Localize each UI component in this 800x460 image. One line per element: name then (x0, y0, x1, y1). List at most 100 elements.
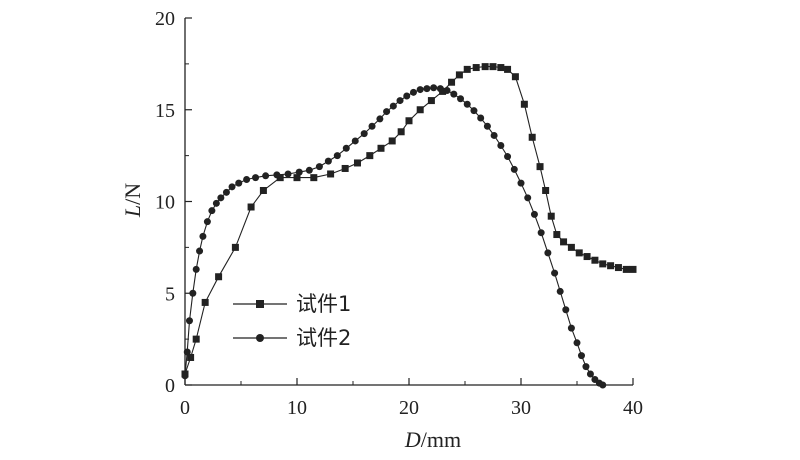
data-point-square (388, 137, 396, 145)
legend-item-series-1: 试件1 (233, 292, 351, 316)
data-point-circle (497, 142, 505, 150)
y-tick-label: 10 (155, 192, 175, 214)
data-point-square (536, 163, 544, 171)
data-point-square (614, 264, 622, 272)
data-point-circle (423, 85, 431, 93)
data-point-square (215, 273, 223, 281)
data-point-circle (305, 166, 313, 174)
data-point-circle (208, 207, 216, 215)
data-point-circle (383, 108, 391, 116)
data-point-circle (477, 114, 485, 122)
legend-item-series-2: 试件2 (233, 326, 351, 350)
data-point-square (416, 106, 424, 114)
data-point-circle (463, 100, 471, 108)
data-point-circle (324, 157, 332, 165)
data-point-square (293, 174, 301, 182)
legend-circle-marker (256, 334, 264, 342)
data-point-circle (530, 210, 538, 218)
data-point-circle (235, 179, 243, 187)
data-point-circle (504, 153, 512, 161)
data-point-square (472, 64, 480, 72)
data-point-circle (284, 170, 292, 178)
data-point-circle (252, 174, 260, 182)
x-axis-var: D (404, 427, 421, 452)
data-point-circle (470, 107, 478, 115)
data-point-square (427, 97, 435, 105)
data-point-square (511, 73, 519, 81)
data-point-square (455, 71, 463, 79)
data-point-circle (537, 229, 545, 237)
data-point-circle (567, 324, 575, 332)
data-point-circle (517, 179, 525, 187)
data-point-circle (443, 86, 451, 94)
data-point-square (520, 100, 528, 108)
data-point-square (553, 231, 561, 239)
data-point-square (310, 174, 318, 182)
data-point-circle (416, 86, 424, 94)
data-point-circle (183, 348, 191, 356)
data-point-square (353, 159, 361, 167)
data-point-circle (510, 165, 518, 173)
data-point-circle (295, 168, 303, 176)
x-tick-label: 10 (287, 397, 307, 419)
data-point-square (377, 144, 385, 152)
data-point-square (448, 78, 456, 86)
data-point-circle (222, 188, 230, 196)
tick-labels: 0 10 20 30 40 0 5 10 15 20 (155, 8, 643, 419)
data-point-square (560, 238, 568, 246)
data-point-circle (368, 122, 376, 130)
data-point-square (547, 212, 555, 220)
data-point-square (528, 133, 536, 141)
data-point-circle (490, 131, 498, 139)
x-tick-label: 30 (511, 397, 531, 419)
data-point-square (247, 203, 255, 211)
data-point-circle (396, 97, 404, 105)
data-point-square (497, 64, 505, 72)
data-point-circle (199, 232, 207, 240)
data-point-circle (342, 144, 350, 152)
data-point-square (187, 353, 195, 361)
data-point-circle (189, 289, 197, 297)
data-point-circle (483, 122, 491, 130)
data-point-circle (430, 84, 438, 92)
x-tick-label: 20 (399, 397, 419, 419)
data-point-circle (203, 218, 211, 226)
data-point-square (366, 152, 374, 160)
x-tick-label: 40 (623, 397, 643, 419)
y-tick-label: 0 (165, 375, 175, 397)
data-point-circle (524, 194, 532, 202)
data-point-circle (315, 163, 323, 171)
y-axis-var: L (120, 205, 145, 218)
series-line-1 (184, 66, 633, 375)
data-point-circle (409, 88, 417, 96)
data-point-circle (450, 90, 458, 98)
data-point-square (607, 262, 615, 270)
data-point-square (583, 253, 591, 261)
legend-label-series-2: 试件2 (296, 326, 351, 350)
y-axis-label: L/N (120, 183, 145, 218)
data-point-circle (551, 269, 559, 277)
data-point-circle (181, 372, 189, 380)
data-point-circle (562, 306, 570, 314)
series-2 (181, 84, 607, 389)
data-point-circle (196, 247, 204, 255)
data-point-square (327, 170, 335, 178)
x-axis-label: D/mm (404, 427, 461, 452)
data-point-circle (457, 95, 465, 103)
data-point-circle (228, 183, 236, 191)
data-point-circle (351, 137, 359, 145)
data-point-square (481, 63, 489, 71)
data-point-square (599, 260, 607, 268)
data-point-circle (192, 265, 200, 273)
data-point-circle (573, 339, 581, 347)
data-point-circle (376, 115, 384, 123)
data-point-circle (556, 287, 564, 295)
y-axis-unit: /N (120, 183, 145, 205)
data-point-circle (333, 152, 341, 160)
data-point-square (201, 298, 209, 306)
x-tick-label: 0 (180, 397, 190, 419)
x-axis-unit: /mm (421, 427, 461, 452)
legend-square-marker (256, 300, 264, 308)
data-point-square (405, 117, 413, 125)
